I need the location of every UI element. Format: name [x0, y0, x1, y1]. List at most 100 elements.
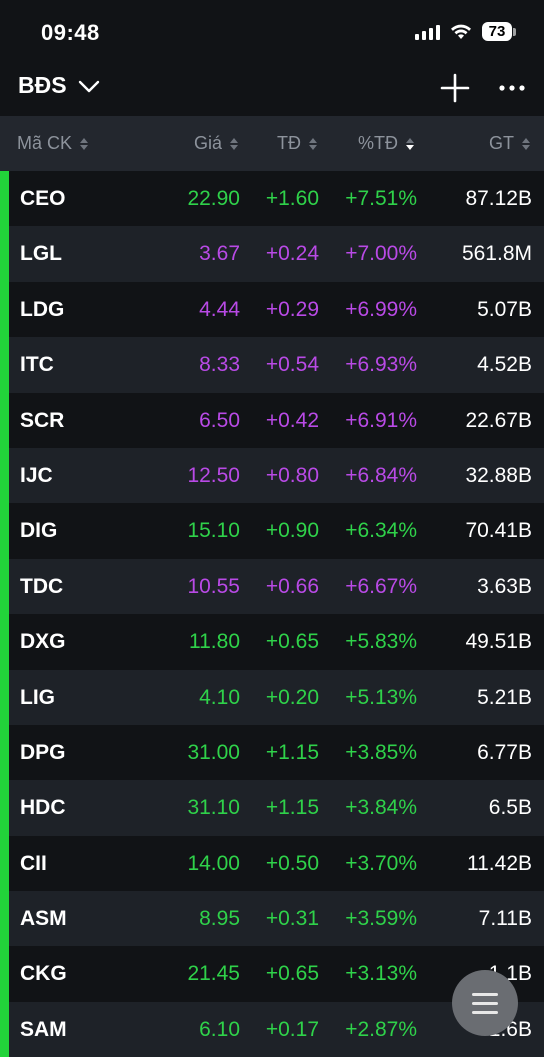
stock-percent: +7.51%: [345, 187, 417, 210]
stock-change: +0.50: [265, 851, 319, 875]
stock-row[interactable]: ASM 8.95 +0.31 +3.59% 7.11B: [0, 891, 544, 947]
stock-symbol: ITC: [20, 353, 54, 377]
wifi-icon: [451, 24, 471, 39]
sort-icon: [522, 137, 530, 150]
stock-symbol: ASM: [20, 907, 67, 931]
stock-value: 32.88B: [465, 463, 532, 487]
stock-row[interactable]: LIG 4.10 +0.20 +5.13% 5.21B: [0, 669, 544, 725]
more-button[interactable]: [494, 70, 530, 106]
stock-percent: +5.13%: [345, 685, 417, 709]
stock-change: +0.90: [265, 519, 319, 543]
stock-value: 7.11B: [478, 907, 532, 931]
stock-price: 14.00: [187, 851, 240, 875]
stock-row[interactable]: TDC 10.55 +0.66 +6.67% 3.63B: [0, 558, 544, 615]
stock-value: 6.77B: [477, 740, 532, 764]
menu-icon: [472, 992, 498, 996]
stock-value: 5.07B: [477, 297, 532, 321]
sort-symbol[interactable]: Mã CK: [17, 116, 89, 171]
stock-price: 6.10: [199, 1017, 240, 1041]
change-indicator: [0, 780, 9, 836]
stock-symbol: HDC: [20, 796, 66, 820]
header: BĐS: [0, 62, 544, 114]
stock-row[interactable]: SAM 6.10 +0.17 +2.87% 1.6B: [0, 1001, 544, 1057]
stock-symbol: IJC: [20, 463, 53, 487]
stock-price: 8.95: [199, 907, 240, 931]
stock-percent: +7.00%: [345, 242, 417, 266]
column-label-percent: %TĐ: [358, 133, 398, 153]
stock-price: 31.10: [187, 796, 240, 820]
battery-level: 73: [482, 22, 512, 41]
stock-percent: +6.34%: [345, 519, 417, 543]
stock-row[interactable]: HDC 31.10 +1.15 +3.84% 6.5B: [0, 780, 544, 836]
stock-row[interactable]: LDG 4.44 +0.29 +6.99% 5.07B: [0, 281, 544, 338]
stock-row[interactable]: SCR 6.50 +0.42 +6.91% 22.67B: [0, 392, 544, 448]
sort-change[interactable]: TĐ: [277, 116, 317, 171]
stock-row[interactable]: DPG 31.00 +1.15 +3.85% 6.77B: [0, 724, 544, 781]
change-indicator: [0, 614, 9, 670]
battery-icon: 73: [482, 22, 516, 41]
stock-row[interactable]: DXG 11.80 +0.65 +5.83% 49.51B: [0, 614, 544, 670]
stock-change: +0.31: [265, 907, 319, 931]
stock-row[interactable]: CKG 21.45 +0.65 +3.13% 1.1B: [0, 946, 544, 1002]
menu-button[interactable]: [452, 970, 518, 1036]
more-icon: [499, 85, 525, 91]
stock-symbol: CEO: [20, 187, 66, 210]
stock-percent: +6.99%: [345, 297, 417, 321]
stock-row[interactable]: DIG 15.10 +0.90 +6.34% 70.41B: [0, 503, 544, 559]
stock-row[interactable]: ITC 8.33 +0.54 +6.93% 4.52B: [0, 337, 544, 393]
stock-symbol: CII: [20, 851, 47, 875]
stock-price: 31.00: [187, 740, 240, 764]
signal-icon: [415, 24, 440, 40]
stock-value: 4.52B: [477, 353, 532, 377]
stock-percent: +5.83%: [345, 630, 417, 654]
watchlist-selector[interactable]: BĐS: [18, 72, 101, 99]
stock-price: 10.55: [187, 574, 240, 598]
stock-price: 15.10: [187, 519, 240, 543]
stock-symbol: LGL: [20, 242, 62, 266]
stock-percent: +6.93%: [345, 353, 417, 377]
stock-row[interactable]: IJC 12.50 +0.80 +6.84% 32.88B: [0, 447, 544, 504]
stock-value: 11.42B: [467, 851, 532, 875]
change-indicator: [0, 946, 9, 1002]
change-indicator: [0, 392, 9, 448]
column-header: Mã CK Giá TĐ %TĐ GT: [0, 116, 544, 171]
sort-percent[interactable]: %TĐ: [358, 116, 414, 171]
add-button[interactable]: [437, 70, 473, 106]
sort-price[interactable]: Giá: [194, 116, 239, 171]
stock-change: +1.15: [265, 796, 319, 820]
change-indicator: [0, 281, 9, 338]
sort-desc-icon: [406, 137, 414, 150]
stock-percent: +6.91%: [345, 408, 417, 432]
column-label-symbol: Mã CK: [17, 133, 73, 153]
sort-value[interactable]: GT: [489, 116, 530, 171]
stock-symbol: DXG: [20, 630, 66, 654]
stock-change: +0.66: [265, 574, 319, 598]
stock-percent: +2.87%: [345, 1017, 417, 1041]
stock-symbol: SAM: [20, 1017, 67, 1041]
stock-row[interactable]: CII 14.00 +0.50 +3.70% 11.42B: [0, 835, 544, 892]
change-indicator: [0, 171, 9, 227]
stock-value: 5.21B: [477, 685, 532, 709]
stock-percent: +3.13%: [345, 962, 417, 986]
sort-icon: [80, 137, 89, 150]
plus-icon: [440, 73, 470, 103]
stock-change: +0.42: [265, 408, 319, 432]
stock-symbol: LDG: [20, 297, 65, 321]
change-indicator: [0, 835, 9, 892]
stock-row[interactable]: CEO 22.90 +1.60 +7.51% 87.12B: [0, 171, 544, 227]
stock-price: 4.44: [199, 297, 240, 321]
stock-price: 8.33: [199, 353, 240, 377]
stock-value: 561.8M: [461, 242, 532, 266]
column-label-price: Giá: [194, 133, 223, 153]
change-indicator: [0, 724, 9, 781]
change-indicator: [0, 558, 9, 615]
stock-value: 6.5B: [488, 796, 532, 820]
stock-change: +0.54: [265, 353, 319, 377]
stock-value: 70.41B: [465, 519, 532, 543]
stock-row[interactable]: LGL 3.67 +0.24 +7.00% 561.8M: [0, 226, 544, 282]
stock-symbol: DPG: [20, 740, 66, 764]
stock-percent: +6.84%: [345, 463, 417, 487]
change-indicator: [0, 503, 9, 559]
sort-icon: [309, 137, 317, 150]
change-indicator: [0, 447, 9, 504]
